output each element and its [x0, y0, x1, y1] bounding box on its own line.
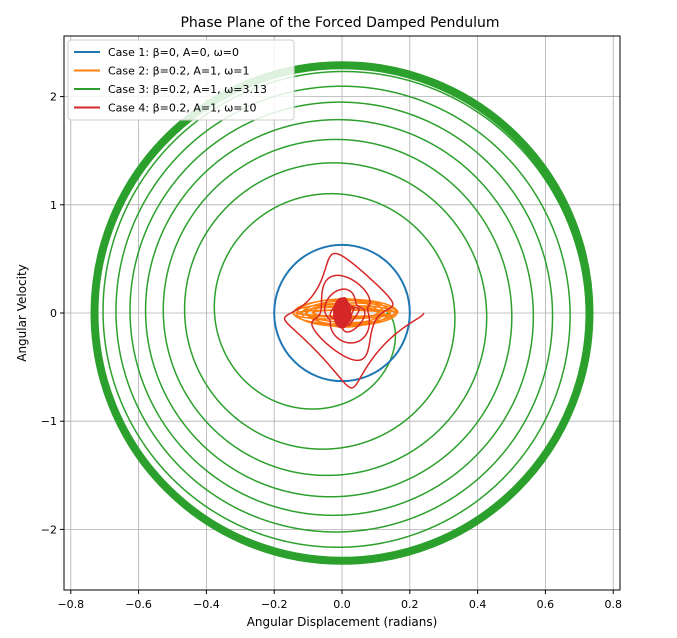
- legend-entry-label: Case 4: β=0.2, A=1, ω=10: [108, 102, 257, 115]
- x-tick-label: −0.8: [57, 598, 84, 611]
- series-case-3-outer-orbit: [90, 61, 594, 565]
- y-tick-label: 2: [50, 91, 57, 104]
- x-tick-label: 0.0: [333, 598, 351, 611]
- grid-lines: [64, 36, 620, 590]
- x-tick-label: −0.6: [125, 598, 152, 611]
- x-tick-label: 0.4: [469, 598, 487, 611]
- y-axis-label: Angular Velocity: [15, 264, 29, 362]
- x-axis-ticks: −0.8 −0.6 −0.4 −0.2 0.0 0.2 0.4 0.6 0.8: [57, 590, 622, 611]
- x-tick-label: −0.4: [193, 598, 220, 611]
- series-case-3-line: [102, 70, 588, 550]
- y-tick-label: −1: [41, 415, 57, 428]
- legend-entry-label: Case 1: β=0, A=0, ω=0: [108, 46, 239, 59]
- x-tick-label: 0.6: [537, 598, 555, 611]
- legend-entry-label: Case 2: β=0.2, A=1, ω=1: [108, 65, 250, 78]
- y-axis-ticks: −2 −1 0 1 2: [41, 91, 64, 536]
- x-tick-label: 0.8: [604, 598, 622, 611]
- chart-title: Phase Plane of the Forced Damped Pendulu…: [180, 15, 499, 31]
- y-tick-label: 1: [50, 199, 57, 212]
- x-tick-label: −0.2: [261, 598, 288, 611]
- x-axis-label: Angular Displacement (radians): [247, 615, 438, 629]
- legend-box: [67, 39, 295, 121]
- x-tick-label: 0.2: [401, 598, 419, 611]
- series-layer: [90, 61, 594, 565]
- y-tick-label: −2: [41, 523, 57, 536]
- series-case-4-core: [333, 297, 351, 329]
- legend-entry-label: Case 3: β=0.2, A=1, ω=3.13: [108, 83, 267, 96]
- legend: Case 1: β=0, A=0, ω=0 Case 2: β=0.2, A=1,…: [67, 39, 295, 121]
- y-tick-label: 0: [50, 307, 57, 320]
